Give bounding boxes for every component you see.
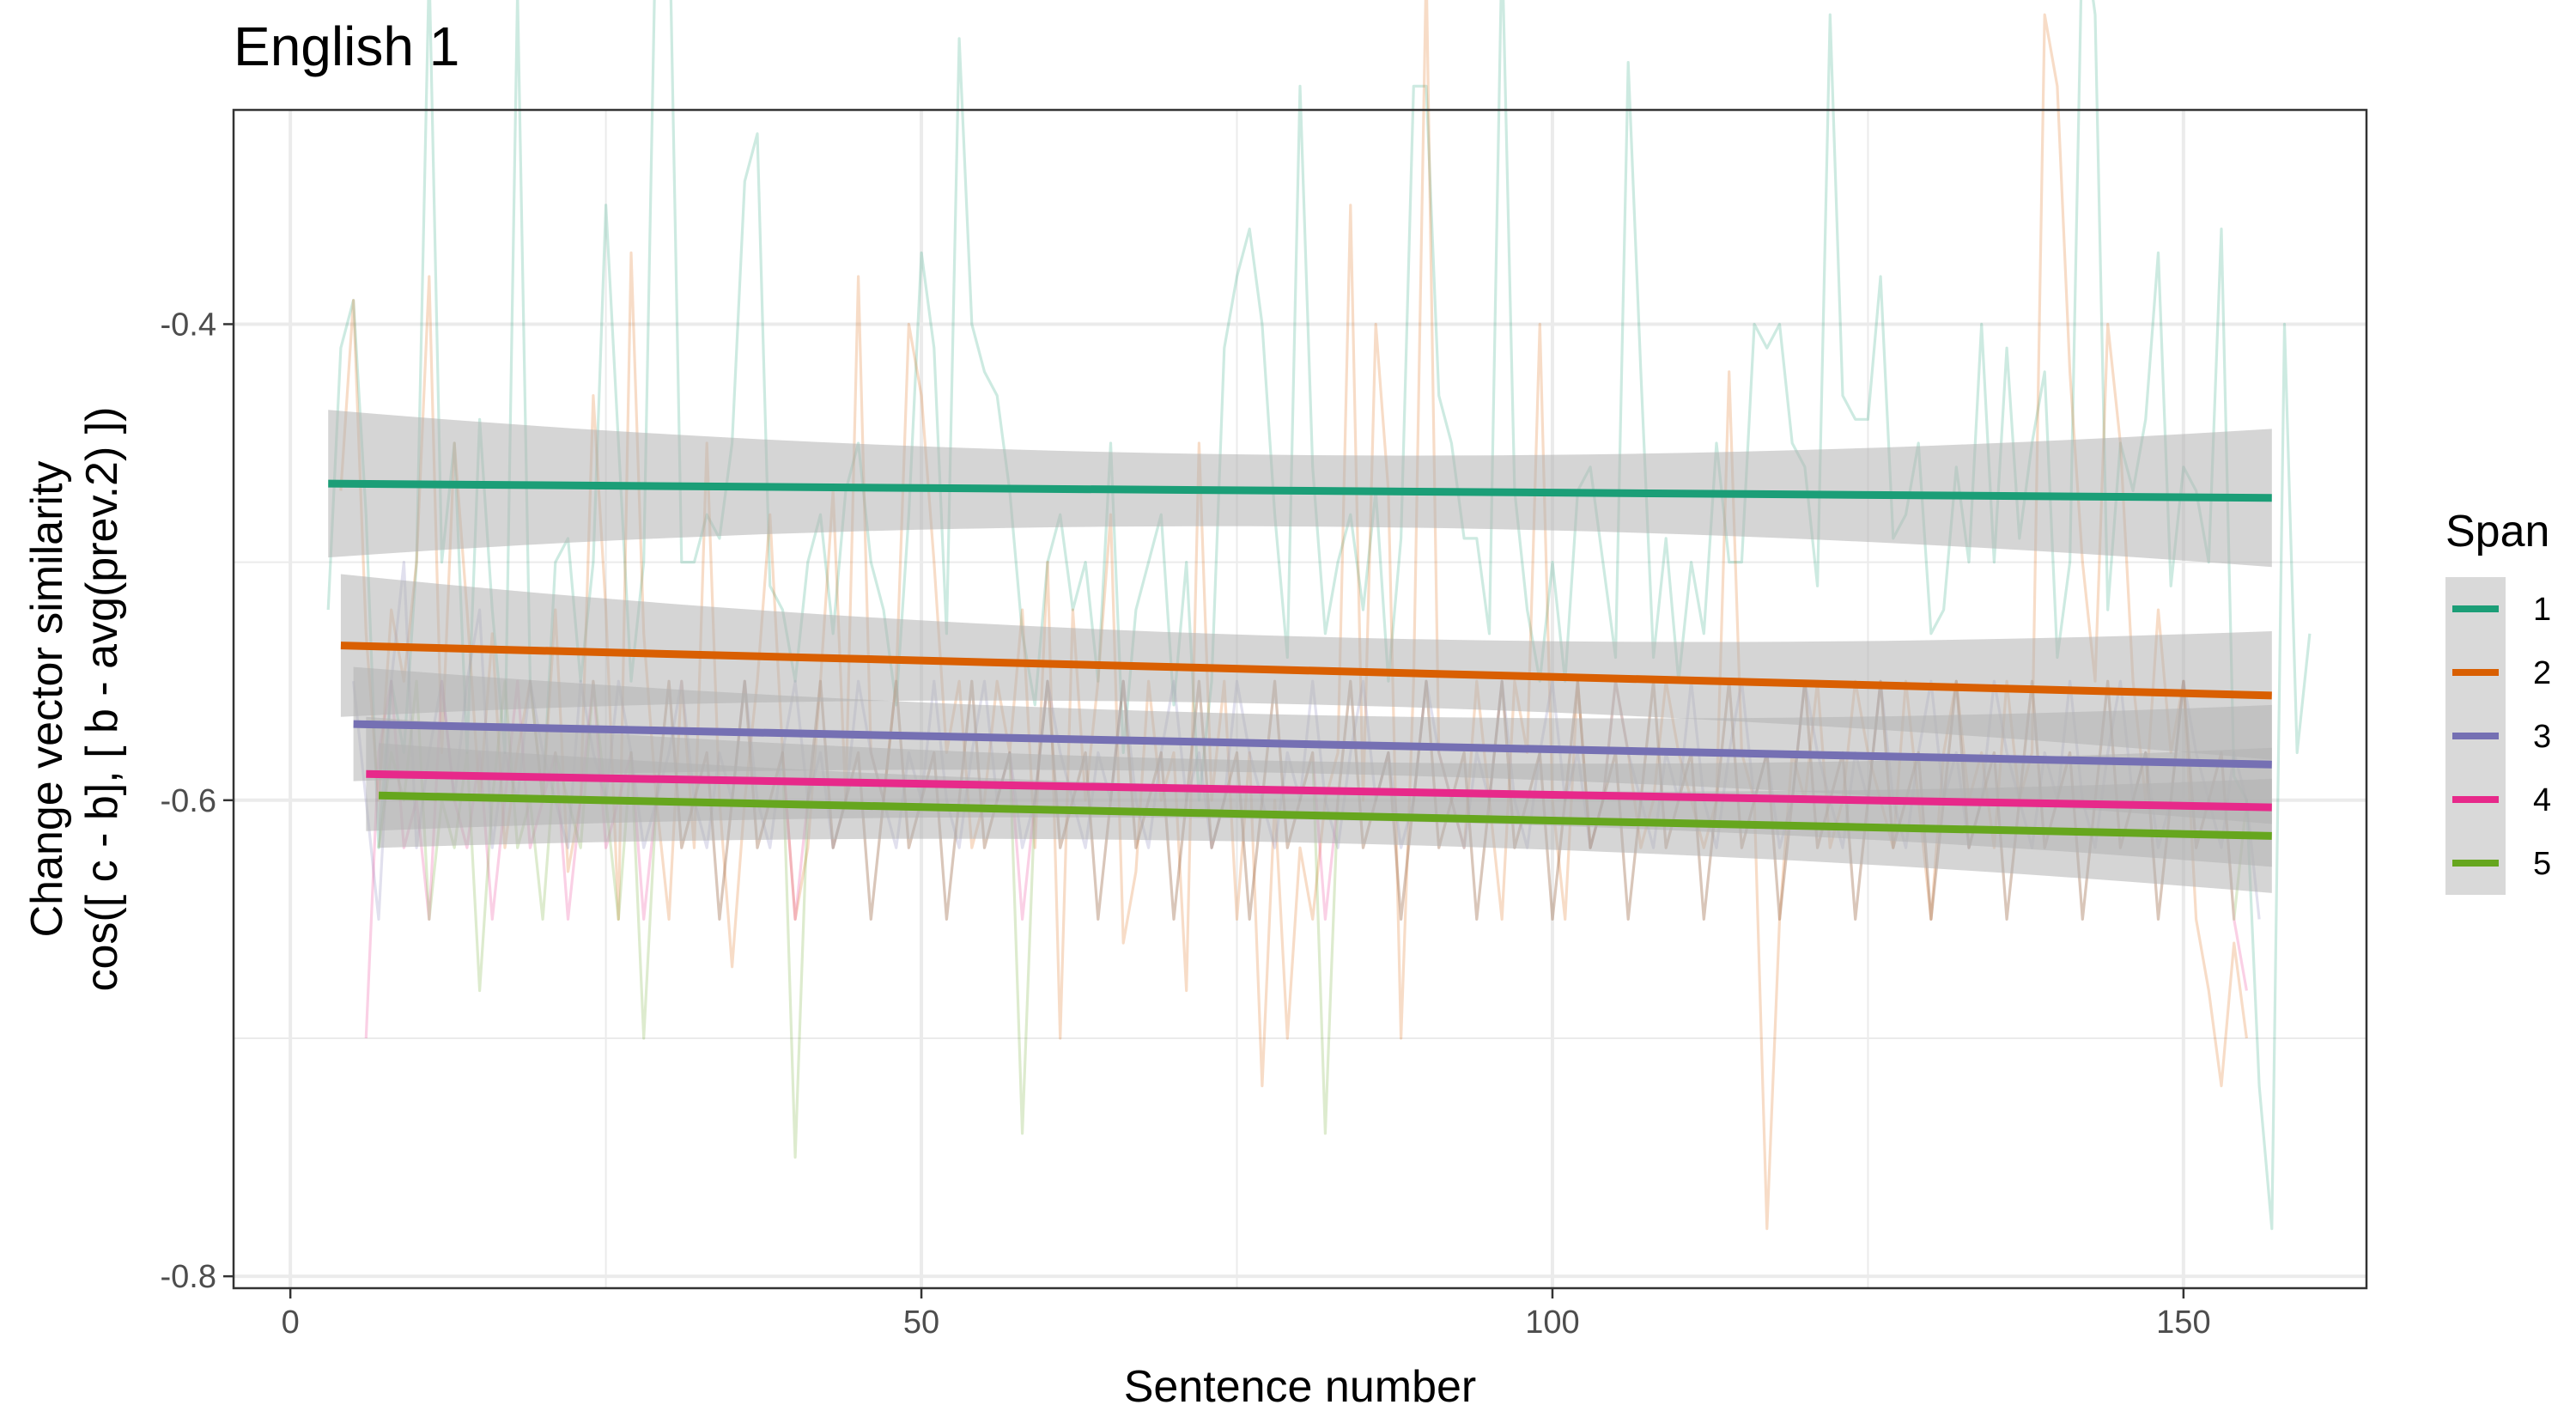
x-tick-label: 100 [1525,1304,1579,1341]
legend-label-3: 3 [2533,719,2551,755]
legend-label-2: 2 [2533,655,2551,691]
trend-line-1 [328,479,2272,502]
x-tick-label: 0 [282,1304,300,1341]
x-tick-label: 150 [2156,1304,2210,1341]
y-tick-label: -0.4 [161,307,216,343]
y-tick-label: -0.8 [161,1259,216,1295]
chart-title: English 1 [234,15,459,77]
plot-panel [232,0,2368,1290]
series-line-1 [326,0,2312,1231]
legend: Span 1 2 3 4 5 [2445,507,2551,895]
legend-items: 1 2 3 4 5 [2445,577,2551,895]
panel-border [232,108,2368,1290]
legend-label-4: 4 [2533,782,2551,818]
y-axis-title-line-2: cos([ c - b], [ b - avg(prev.2) ]) [77,407,127,992]
trend-line-4 [366,769,2272,812]
legend-label-5: 5 [2533,846,2551,882]
trend-line-5 [378,791,2272,840]
y-axis: -0.8 -0.6 -0.4 [161,307,234,1295]
x-tick-label: 50 [903,1304,939,1341]
legend-title: Span [2445,507,2549,556]
y-axis-title: Change vector similarity cos([ c - b], [… [22,407,127,992]
y-axis-title-line-1: Change vector similarity [22,461,72,938]
trend-line-2 [340,642,2272,700]
legend-label-1: 1 [2533,592,2551,628]
trend-lines [328,479,2272,840]
y-tick-label: -0.6 [161,783,216,819]
x-axis-title: Sentence number [1124,1362,1477,1412]
x-axis: 0 50 100 150 [282,1288,2211,1341]
trend-line-3 [353,720,2272,769]
